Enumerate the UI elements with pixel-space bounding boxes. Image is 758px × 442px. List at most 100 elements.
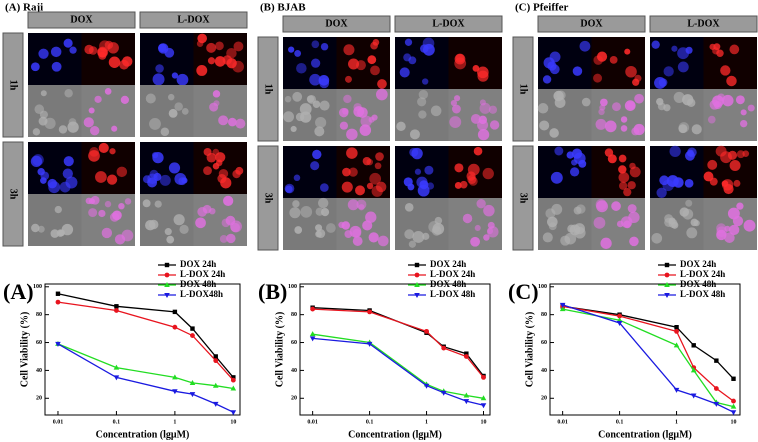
data-point [673,387,680,393]
column-header-bg [282,15,391,33]
cell-blob [95,171,107,183]
cell-blob [310,161,320,171]
cell-blob [88,107,95,114]
cell-blob [168,162,181,174]
column-header-bg [139,11,248,29]
cell-blob [152,73,165,86]
x-tick-label: 10 [731,419,737,425]
cell-blob [656,187,667,198]
cell-blob [736,202,744,210]
cell-blob [352,236,363,246]
cell-blob [155,64,164,73]
cell-blob [453,95,461,102]
cell-blob [366,158,373,166]
data-point [616,321,623,327]
cell-blob [290,125,297,133]
cell-blob [542,232,553,243]
cell-blob [612,102,621,112]
series-line [57,293,234,378]
cell-blob [149,117,161,130]
cell-blob [69,46,77,54]
micrograph [28,194,82,246]
cell-blob [620,125,628,132]
cell-blob [339,107,349,118]
cell-blob [542,75,552,84]
cell-blob [32,128,41,136]
series-line [562,305,734,402]
legend-marker [664,282,670,287]
data-point [691,343,696,348]
data-point [713,386,719,391]
cell-blob [454,53,466,65]
cell-blob [158,43,167,53]
cell-blob [537,103,549,114]
data-point [230,410,237,416]
data-point [172,374,178,380]
data-point [213,358,219,364]
micrograph [395,37,449,89]
series-line [562,305,734,380]
cell-blob [712,47,720,55]
data-point [55,291,61,296]
legend-label: L-DOX48h [180,289,223,299]
legend-marker [664,293,670,298]
x-tick-label: 1 [675,419,678,425]
cell-blob [476,199,486,209]
cell-blob [206,42,217,53]
cell-blob [728,224,740,236]
cell-blob [474,224,481,231]
cell-blob [685,46,693,54]
cell-blob [566,151,574,159]
cell-blob [124,198,132,205]
data-point [440,390,447,396]
cell-blob [467,163,480,176]
cell-blob [89,125,100,136]
cell-blob [98,209,106,218]
cell-blob [61,223,74,236]
data-point [559,302,566,308]
cell-blob [743,219,756,232]
cell-blob [651,40,660,49]
data-point [212,401,219,407]
cell-blob [312,149,322,160]
cell-blob [368,232,379,243]
cell-blob [375,88,388,101]
cell-blob [104,200,112,208]
cell-blob [634,93,644,104]
cell-blob [109,148,116,155]
x-tick-label: 1 [425,419,428,425]
cell-blob [593,73,603,83]
cell-blob [459,180,468,189]
cell-blob [181,107,189,115]
cell-blob [408,240,416,248]
cell-blob [549,64,560,75]
cell-blob [362,220,373,231]
micrograph [538,146,592,198]
cell-blob [560,235,571,246]
legend-label: DOX 48h [430,279,466,289]
cell-blob [747,104,755,112]
y-tick-label: 60 [36,340,42,346]
cell-blob [223,195,234,207]
cell-blob [230,220,242,233]
cell-blob [50,46,62,58]
cell-blob [729,44,740,55]
cell-blob [651,232,663,244]
cell-blob [549,51,561,63]
cell-blob [288,46,295,53]
column-header: DOX [70,14,93,25]
x-tick-label: 10 [481,419,487,425]
y-tick-label: 40 [541,368,547,374]
y-tick-label: 80 [36,312,42,318]
cell-blob [325,223,336,233]
cell-blob [347,199,359,211]
y-tick-label: 80 [291,312,297,318]
cell-blob [634,74,642,82]
cell-blob [320,183,329,192]
panel-label: (B) BJAB [260,2,306,14]
cell-blob [414,168,422,175]
cell-blob [374,162,382,170]
cell-blob [732,215,744,227]
y-tick-label: 100 [538,284,547,290]
cell-blob [209,102,219,112]
